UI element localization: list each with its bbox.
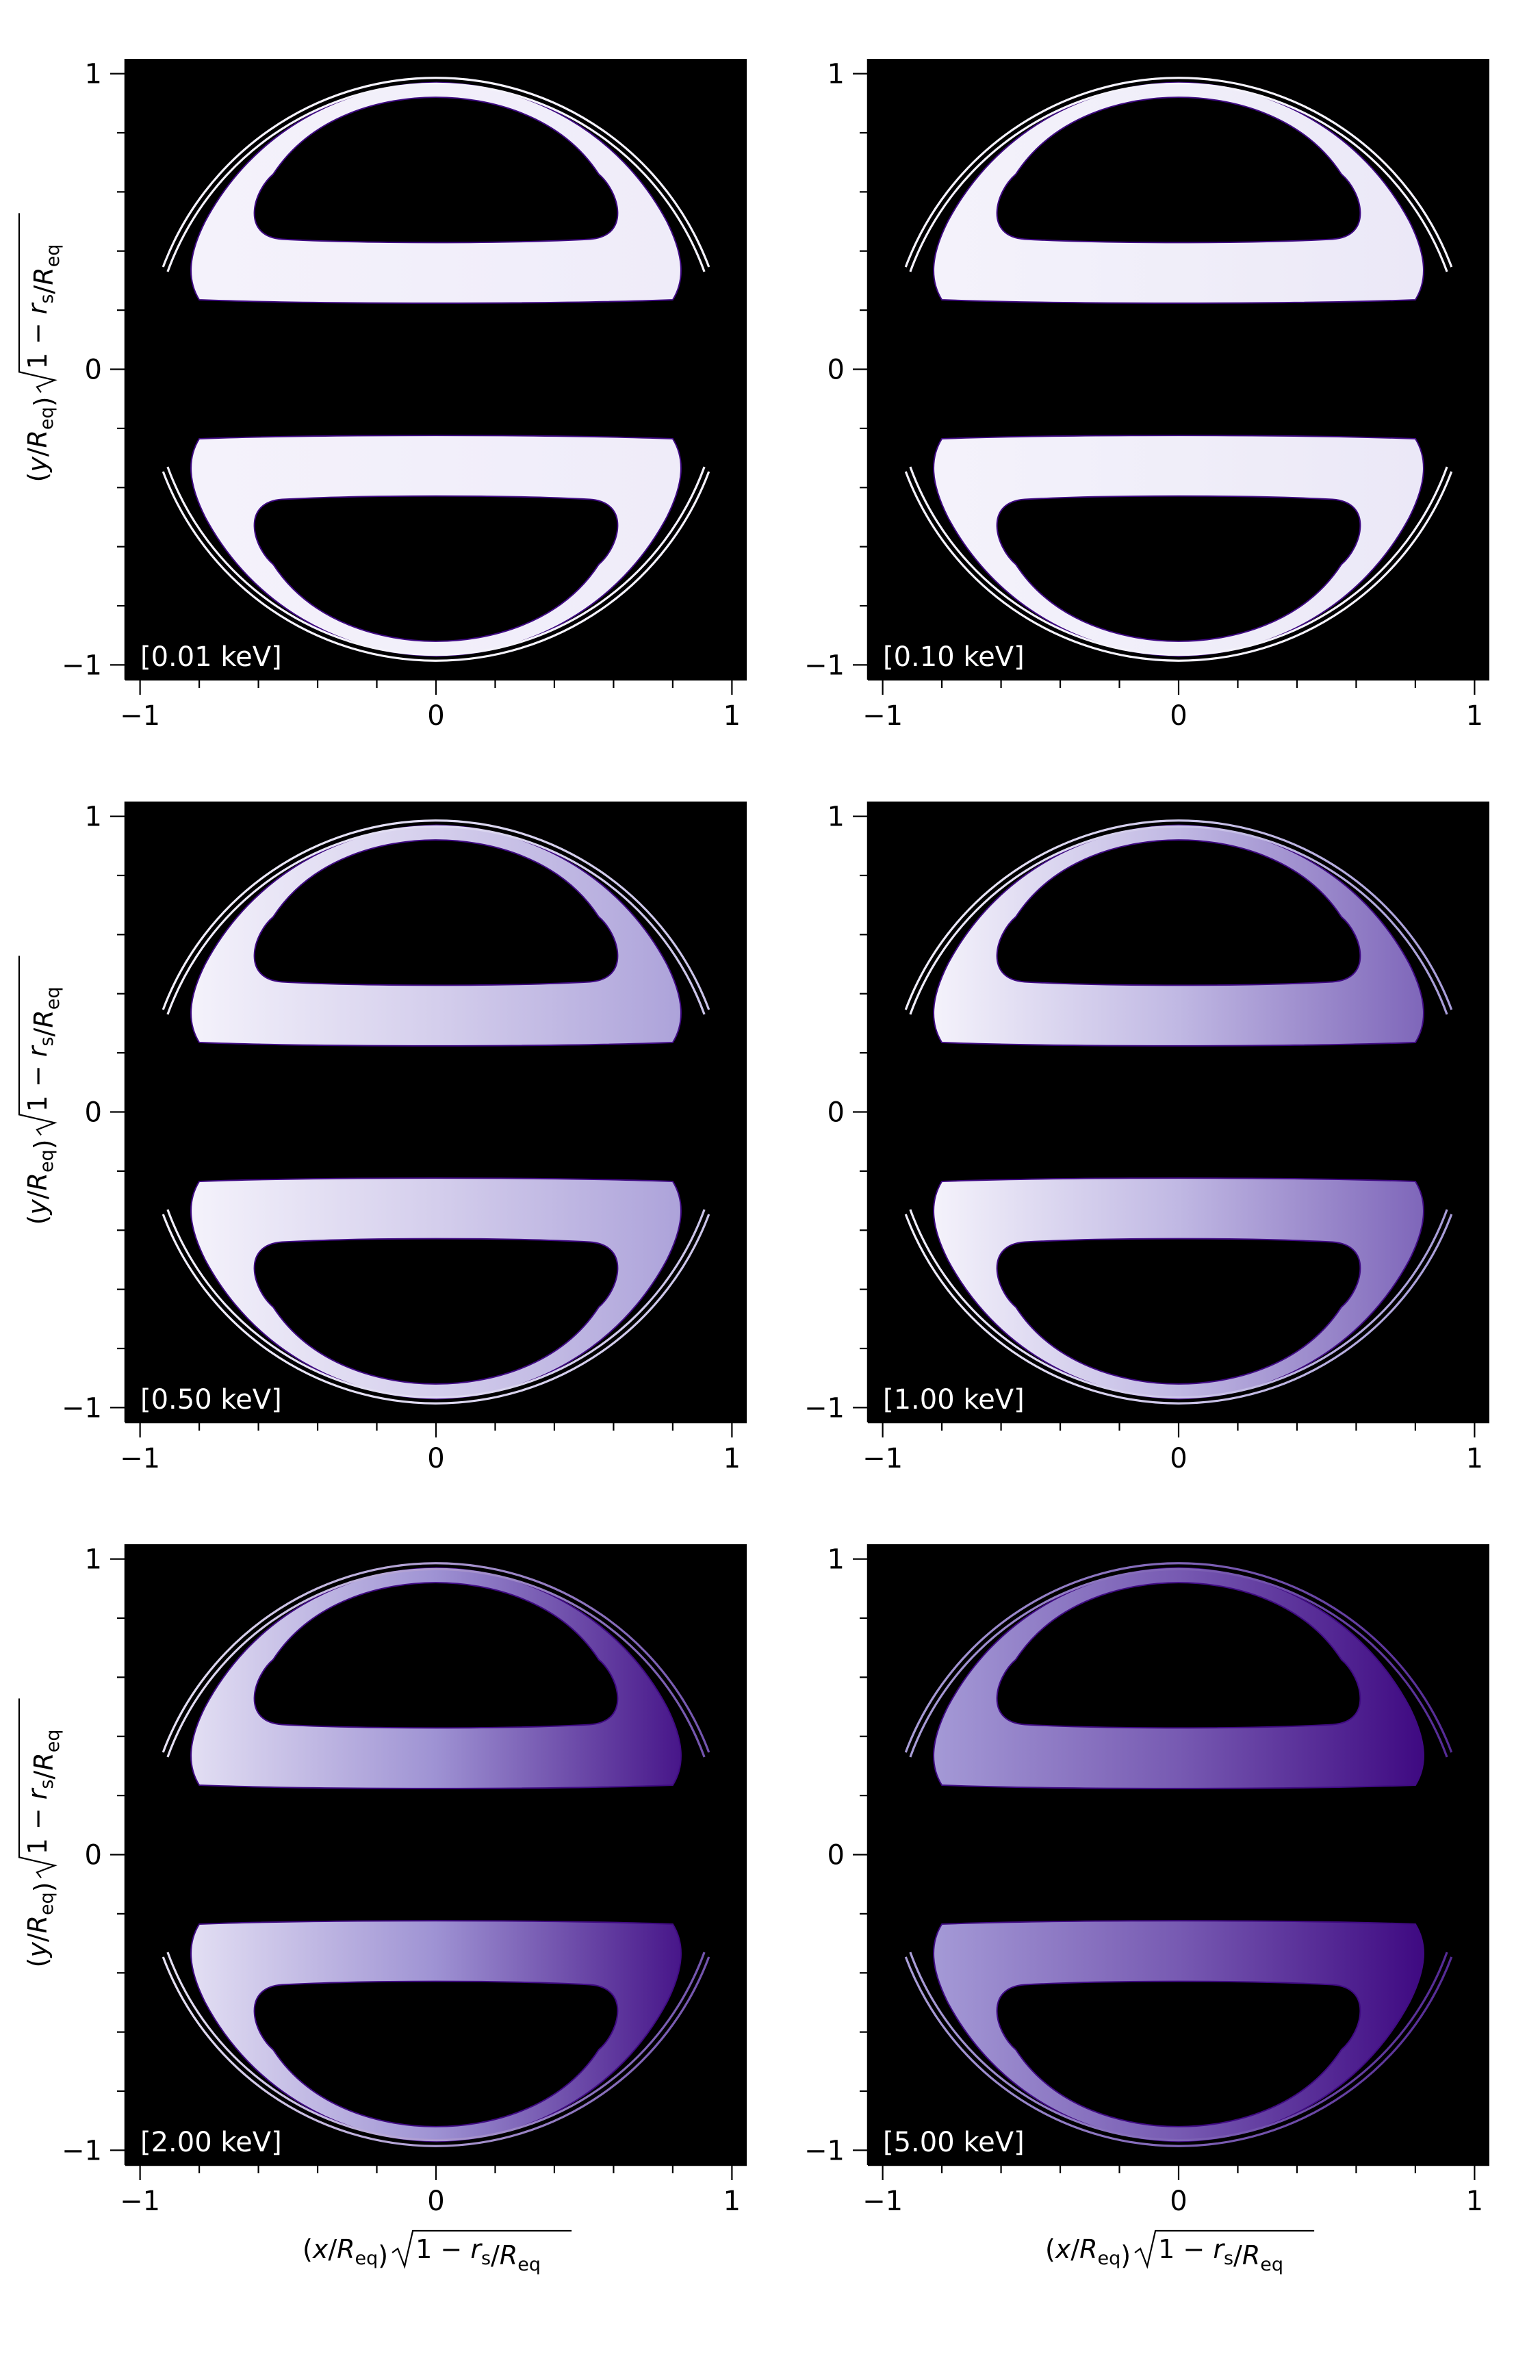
y-tick-label: −1 [62,2135,102,2166]
x-tick-label: 0 [427,1443,444,1474]
y-tick-label: −1 [804,2135,845,2166]
panel-6: [5.00 keV] −1 0 1 −1 0 1 [804,1544,1489,2217]
x-tick-label: 0 [427,700,444,732]
x-tick-label: −1 [862,700,903,732]
x-tick-label: −1 [120,700,160,732]
x-tick-label: 0 [1170,700,1187,732]
energy-label: [1.00 keV] [883,1384,1025,1416]
x-tick-label: −1 [120,1443,160,1474]
x-tick-label: −1 [120,2186,160,2217]
svg-text:(x/Req): (x/Req) [1045,2234,1131,2270]
y-tick-label: 1 [827,59,845,90]
svg-text:1 − rs/Req: 1 − rs/Req [23,1730,64,1855]
y-tick-label: −1 [62,1392,102,1424]
x-tick-label: 1 [723,2186,741,2217]
x-tick-label: 0 [427,2186,444,2217]
x-tick-label: 1 [723,1443,741,1474]
y-tick-label: 0 [85,1840,102,1871]
x-axis-label: (x/Req) 1 − rs/Req [1045,2231,1314,2275]
y-axis-label: (y/Req) 1 − rs/Req [19,956,64,1225]
y-tick-label: 0 [827,1840,845,1871]
svg-text:(y/Req): (y/Req) [23,1139,59,1225]
panel-background [125,1544,747,2165]
y-tick-label: 1 [85,802,102,833]
panel-background [868,59,1489,680]
panel-background [125,59,747,680]
energy-label: [0.01 keV] [140,641,282,673]
svg-text:(y/Req): (y/Req) [23,396,59,482]
x-tick-label: −1 [862,2186,903,2217]
panel-2: [0.10 keV] −1 0 1 −1 0 1 [804,59,1489,732]
y-tick-label: 0 [827,1097,845,1129]
y-tick-label: −1 [804,650,845,681]
y-axis-label: (y/Req) 1 − rs/Req [19,1698,64,1967]
panel-background [125,802,747,1422]
svg-text:1 − rs/Req: 1 − rs/Req [1158,2234,1283,2275]
x-tick-label: −1 [862,1443,903,1474]
svg-text:(x/Req): (x/Req) [303,2234,388,2270]
x-tick-label: 0 [1170,1443,1187,1474]
y-tick-label: 0 [85,1097,102,1129]
y-tick-label: 1 [85,1544,102,1576]
energy-label: [2.00 keV] [140,2127,282,2158]
x-tick-label: 1 [1466,2186,1483,2217]
x-tick-label: 1 [1466,1443,1483,1474]
x-axis-label: (x/Req) 1 − rs/Req [303,2231,572,2275]
x-tick-label: 1 [1466,700,1483,732]
energy-label: [0.10 keV] [883,641,1025,673]
y-tick-label: 0 [827,355,845,386]
panel-1: [0.01 keV] −1 0 1 −1 0 1 [62,59,747,732]
y-tick-label: 1 [827,1544,845,1576]
x-tick-label: 1 [723,700,741,732]
svg-text:1 − rs/Req: 1 − rs/Req [23,244,64,370]
y-tick-label: 0 [85,355,102,386]
panel-5: [2.00 keV] −1 0 1 −1 0 1 [62,1544,747,2217]
energy-label: [0.50 keV] [140,1384,282,1416]
y-axis-label: (y/Req) 1 − rs/Req [19,213,64,482]
y-tick-label: 1 [827,802,845,833]
y-tick-label: −1 [804,1392,845,1424]
energy-label: [5.00 keV] [883,2127,1025,2158]
panel-3: [0.50 keV] −1 0 1 −1 0 1 [62,802,747,1474]
svg-text:1 − rs/Req: 1 − rs/Req [415,2234,541,2275]
panel-background [868,802,1489,1422]
svg-text:(y/Req): (y/Req) [23,1882,59,1967]
x-tick-label: 0 [1170,2186,1187,2217]
svg-text:1 − rs/Req: 1 − rs/Req [23,987,64,1112]
panel-4: [1.00 keV] −1 0 1 −1 0 1 [804,802,1489,1474]
panel-background [868,1544,1489,2165]
y-tick-label: 1 [85,59,102,90]
y-tick-label: −1 [62,650,102,681]
